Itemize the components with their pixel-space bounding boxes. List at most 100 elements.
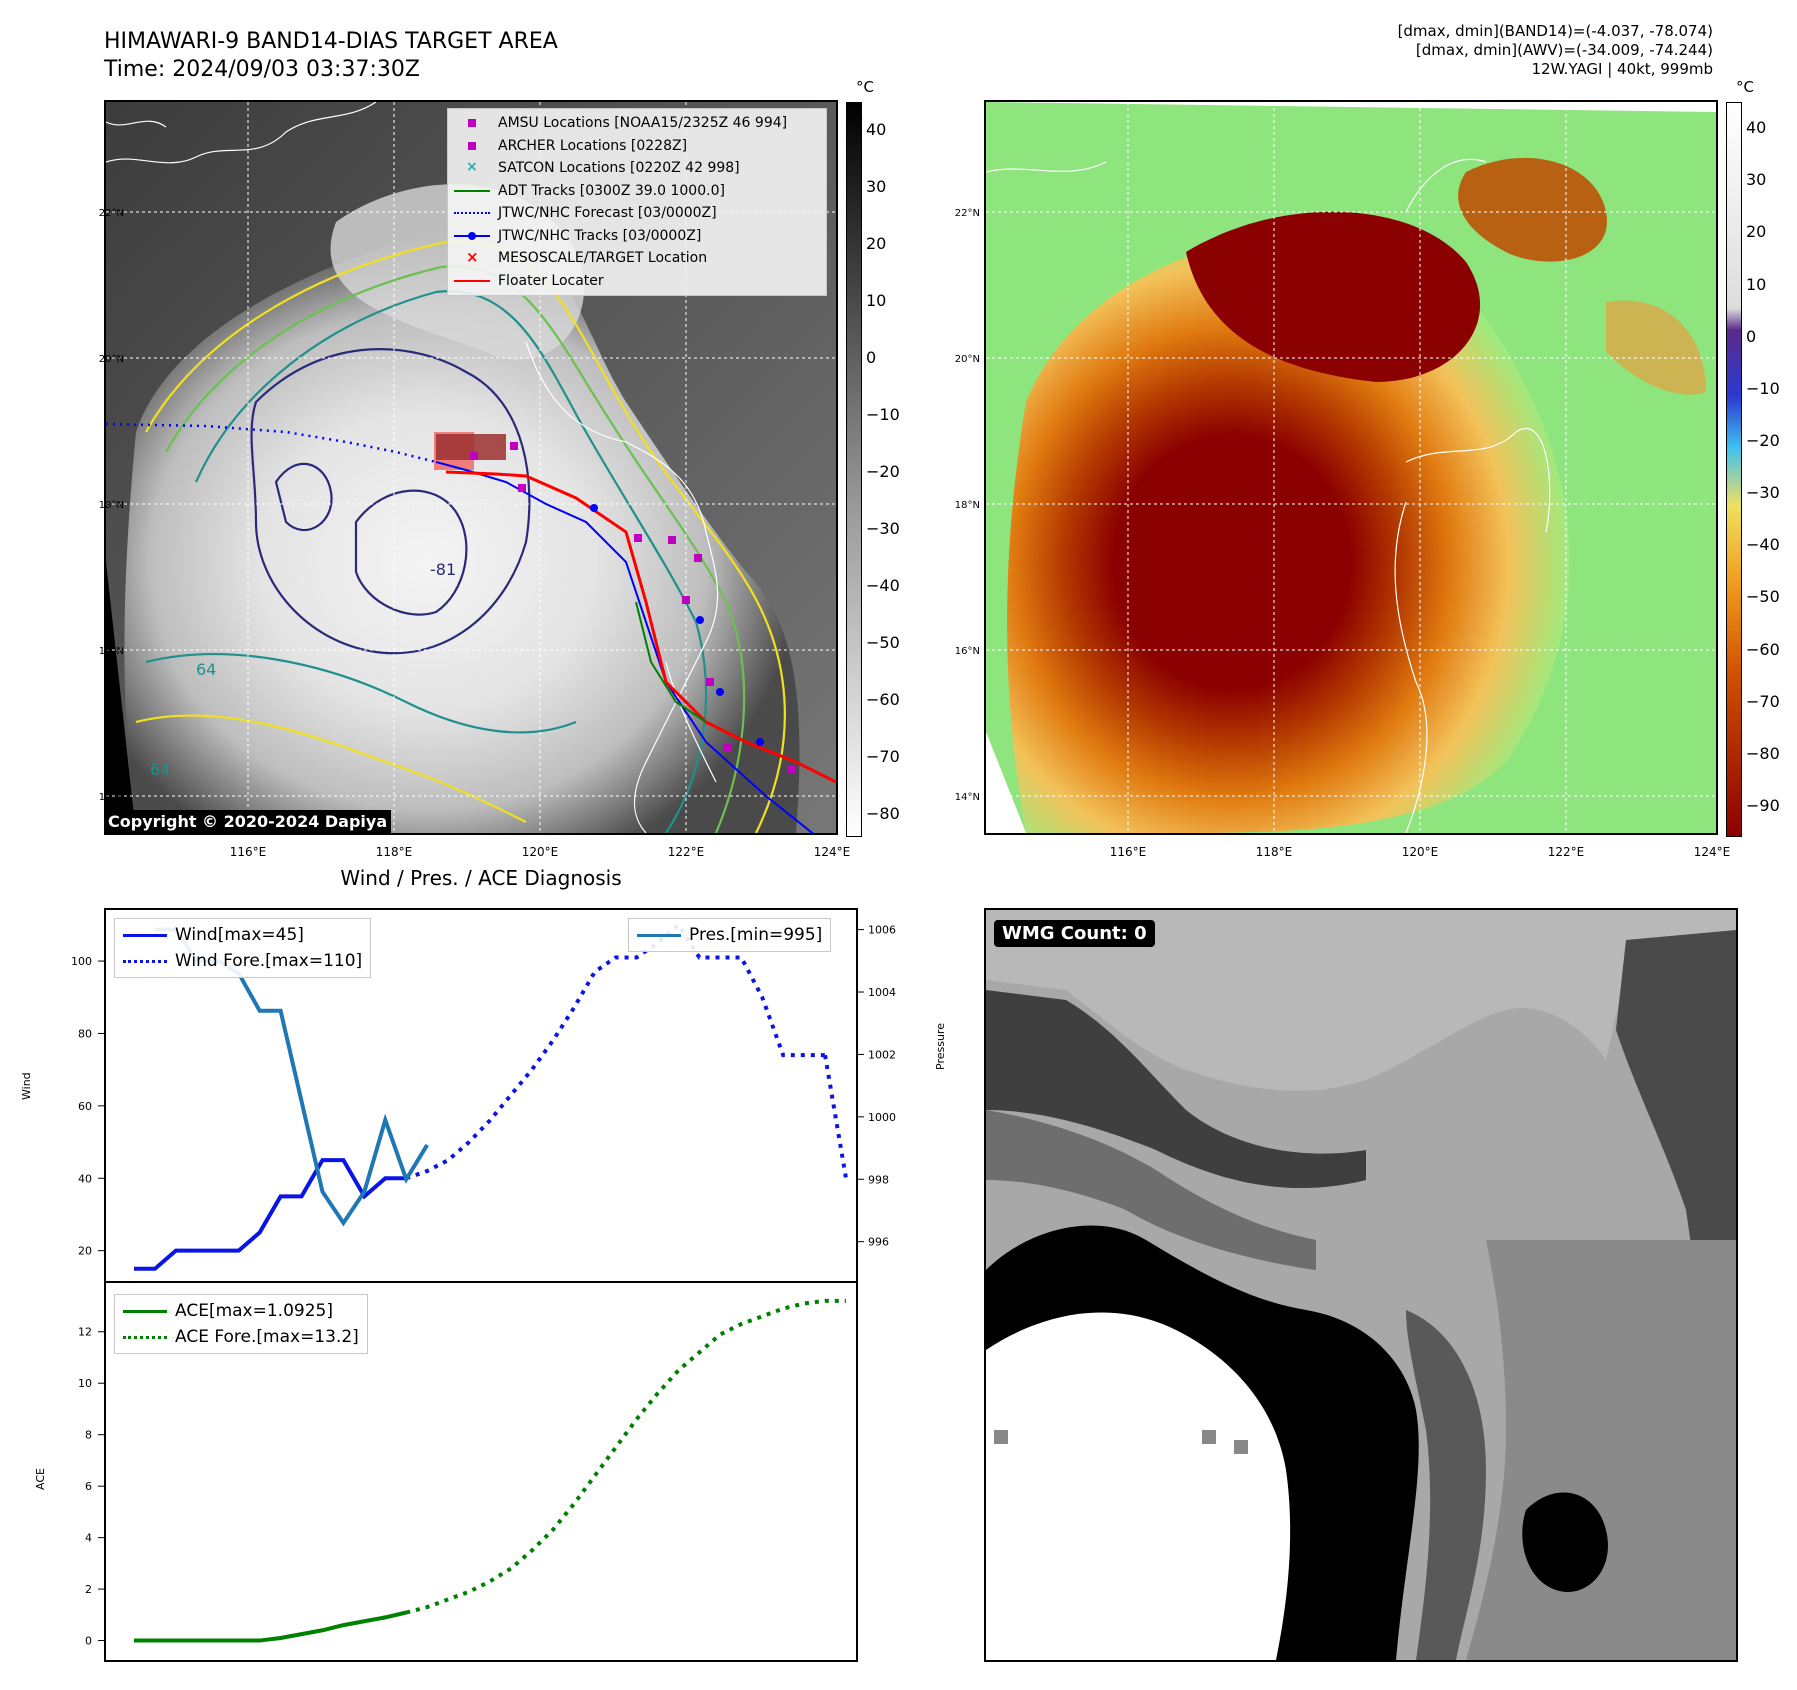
ace-legend: ACE[max=1.0925] ACE Fore.[max=13.2] bbox=[114, 1294, 368, 1354]
awv-satellite-image bbox=[986, 102, 1716, 833]
chart-title: Wind / Pres. / ACE Diagnosis bbox=[340, 866, 622, 890]
y-tick-label: 10 bbox=[78, 1377, 92, 1390]
colorbar-tick: −50 bbox=[866, 632, 900, 652]
colorbar-tick: −60 bbox=[1746, 639, 1780, 659]
lat-tick: 16°N bbox=[98, 646, 124, 657]
y-tick-label: 0 bbox=[85, 1635, 92, 1648]
colorbar-tick: 0 bbox=[1746, 326, 1757, 346]
colorbar-tick: −40 bbox=[1746, 535, 1780, 555]
series-line bbox=[134, 1610, 407, 1643]
y2-tick-label: 1006 bbox=[868, 924, 896, 937]
legend-item: × MESOSCALE/TARGET Location bbox=[454, 247, 820, 270]
colorbar-tick: −20 bbox=[1746, 430, 1780, 450]
copyright-notice: Copyright © 2020-2024 Dapiya bbox=[104, 810, 392, 833]
colorbar-tick: −80 bbox=[1746, 743, 1780, 763]
lat-tick: 18°N bbox=[954, 500, 980, 511]
ir-title-line2: Time: 2024/09/03 03:37:30Z bbox=[104, 57, 420, 82]
awv-colorbar bbox=[1726, 102, 1742, 837]
ir-legend: AMSU Locations [NOAA15/2325Z 46 994] ARC… bbox=[447, 108, 827, 296]
wind-axis-label: Wind bbox=[20, 1072, 33, 1100]
lat-tick: 20°N bbox=[98, 354, 124, 365]
lat-tick: 14°N bbox=[98, 792, 124, 803]
ace-chart: 0 2 4 6 8 10 12 bbox=[78, 1298, 846, 1648]
y2-tick-label: 1000 bbox=[868, 1111, 896, 1124]
lat-tick: 16°N bbox=[954, 646, 980, 657]
legend-label: JTWC/NHC Tracks [03/0000Z] bbox=[498, 227, 702, 244]
lon-tick: 124°E bbox=[1693, 845, 1731, 859]
colorbar-tick: −30 bbox=[1746, 483, 1780, 503]
legend-label: ACE[max=1.0925] bbox=[175, 1301, 333, 1321]
y-tick-label: 2 bbox=[85, 1583, 92, 1596]
y-tick-label: 4 bbox=[85, 1532, 92, 1545]
legend-label: Wind Fore.[max=110] bbox=[175, 951, 363, 971]
ace-axis-label: ACE bbox=[34, 1468, 47, 1490]
ir-colorbar-unit: °C bbox=[856, 78, 874, 96]
colorbar-tick: 30 bbox=[866, 177, 887, 197]
legend-item: AMSU Locations [NOAA15/2325Z 46 994] bbox=[454, 112, 820, 135]
contour-label: -81 bbox=[430, 560, 457, 579]
y-tick-label: 80 bbox=[78, 1027, 92, 1040]
y-tick-label: 60 bbox=[78, 1100, 92, 1113]
colorbar-tick: −50 bbox=[1746, 587, 1780, 607]
y-tick-label: 20 bbox=[78, 1245, 92, 1258]
contour-label: 64 bbox=[150, 760, 171, 779]
lon-tick: 118°E bbox=[1255, 845, 1293, 859]
wind-legend: Wind[max=45] Wind Fore.[max=110] bbox=[114, 918, 372, 978]
series-line bbox=[134, 1158, 407, 1271]
awv-colorbar-unit: °C bbox=[1736, 78, 1754, 96]
wind-pressure-chart: 20 40 60 80 100 996 998 1000 1002 1004 1006 bbox=[71, 921, 896, 1271]
legend-item: Wind Fore.[max=110] bbox=[123, 948, 362, 974]
lon-tick: 120°E bbox=[1401, 845, 1439, 859]
colorbar-tick: −40 bbox=[866, 575, 900, 595]
colorbar-tick: −60 bbox=[866, 689, 900, 709]
lon-tick: 122°E bbox=[1547, 845, 1585, 859]
wmg-panel bbox=[984, 908, 1738, 1662]
colorbar-tick: −10 bbox=[866, 405, 900, 425]
legend-item: ACE[max=1.0925] bbox=[123, 1298, 359, 1324]
wmg-image bbox=[986, 910, 1736, 1660]
y2-tick-label: 998 bbox=[868, 1173, 889, 1186]
series-line bbox=[823, 1054, 848, 1179]
legend-label: MESOSCALE/TARGET Location bbox=[498, 250, 708, 266]
colorbar-tick: 10 bbox=[1746, 274, 1767, 294]
ace-chart-frame bbox=[104, 1282, 858, 1662]
colorbar-tick: 10 bbox=[866, 291, 887, 311]
colorbar-tick: −80 bbox=[866, 803, 900, 823]
lon-tick: 124°E bbox=[813, 845, 851, 859]
legend-label: Floater Locater bbox=[498, 272, 604, 289]
legend-item: JTWC/NHC Forecast [03/0000Z] bbox=[454, 202, 820, 225]
legend-label: ADT Tracks [0300Z 39.0 1000.0] bbox=[498, 182, 725, 199]
wind-pressure-chart-frame bbox=[104, 908, 858, 1282]
colorbar-tick: 0 bbox=[866, 348, 877, 368]
series-line bbox=[405, 921, 826, 1181]
lon-tick: 116°E bbox=[229, 845, 267, 859]
series-line bbox=[405, 1298, 846, 1615]
colorbar-tick: −20 bbox=[866, 462, 900, 481]
lon-tick: 122°E bbox=[667, 845, 705, 859]
legend-label: SATCON Locations [0220Z 42 998] bbox=[498, 160, 740, 176]
lat-tick: 18°N bbox=[98, 500, 124, 511]
lon-tick: 118°E bbox=[375, 845, 413, 859]
awv-info-line1: [dmax, dmin](BAND14)=(-4.037, -78.074) bbox=[1397, 22, 1713, 40]
legend-item: ARCHER Locations [0228Z] bbox=[454, 135, 820, 158]
y2-tick-label: 996 bbox=[868, 1236, 889, 1249]
colorbar-tick: 20 bbox=[866, 234, 887, 254]
legend-item: × SATCON Locations [0220Z 42 998] bbox=[454, 157, 820, 180]
legend-item: ACE Fore.[max=13.2] bbox=[123, 1324, 359, 1350]
lon-tick: 120°E bbox=[521, 845, 559, 859]
lon-tick: 116°E bbox=[1109, 845, 1147, 859]
colorbar-tick: −10 bbox=[1746, 378, 1780, 398]
colorbar-tick: −70 bbox=[866, 746, 900, 766]
legend-label: ARCHER Locations [0228Z] bbox=[498, 137, 688, 154]
legend-item: ADT Tracks [0300Z 39.0 1000.0] bbox=[454, 180, 820, 203]
colorbar-tick: −70 bbox=[1746, 691, 1780, 711]
legend-label: AMSU Locations [NOAA15/2325Z 46 994] bbox=[498, 115, 788, 131]
legend-label: ACE Fore.[max=13.2] bbox=[175, 1327, 359, 1347]
legend-item: Pres.[min=995] bbox=[637, 922, 822, 948]
colorbar-tick: 20 bbox=[1746, 222, 1767, 242]
y-tick-label: 6 bbox=[85, 1480, 92, 1493]
lat-tick: 22°N bbox=[954, 208, 980, 219]
lat-tick: 14°N bbox=[954, 792, 980, 803]
legend-label: Pres.[min=995] bbox=[689, 925, 823, 945]
awv-info-line2: [dmax, dmin](AWV)=(-34.009, -74.244) bbox=[1415, 41, 1713, 59]
